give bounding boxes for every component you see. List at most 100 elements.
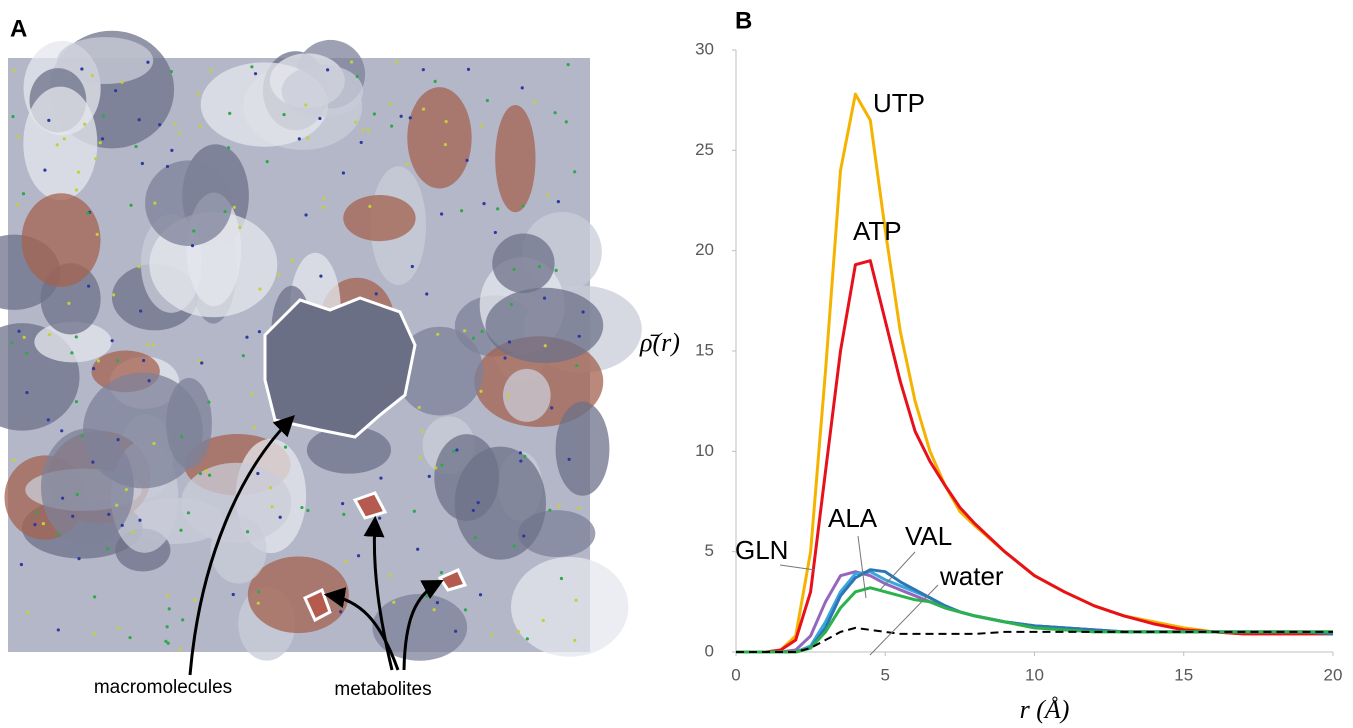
dot: [425, 594, 429, 598]
dot: [548, 508, 552, 512]
dot: [22, 335, 26, 340]
dot: [533, 100, 537, 104]
dot: [169, 69, 173, 74]
dot: [91, 460, 95, 464]
dot: [21, 192, 26, 196]
dot: [110, 339, 114, 343]
dot: [421, 107, 426, 111]
arrow: [323, 587, 400, 671]
dot: [137, 118, 141, 122]
dot: [158, 123, 162, 127]
dot: [207, 400, 211, 404]
dot: [427, 474, 431, 478]
blob: [34, 321, 112, 363]
dot: [134, 144, 138, 149]
dot: [177, 131, 181, 135]
dot: [238, 225, 242, 230]
dot: [405, 162, 409, 166]
dot: [435, 600, 440, 605]
dot: [115, 503, 119, 507]
dot: [11, 114, 15, 119]
dot: [95, 232, 99, 236]
dot: [465, 158, 469, 162]
dot: [257, 330, 261, 334]
dot: [47, 118, 51, 122]
dot: [425, 292, 429, 296]
dot: [147, 379, 151, 383]
dot: [522, 534, 526, 538]
blob: [407, 87, 472, 189]
panel-label: A: [10, 15, 27, 42]
dot: [120, 80, 124, 84]
dot: [349, 60, 354, 64]
dot: [223, 209, 227, 214]
dot: [129, 203, 133, 207]
blob: [492, 233, 555, 293]
dot: [512, 544, 516, 548]
dot: [96, 359, 101, 363]
dot: [228, 111, 232, 115]
blob: [372, 594, 468, 661]
blob: [495, 104, 536, 213]
series-label: ALA: [828, 503, 878, 533]
dot: [25, 610, 30, 615]
dot: [542, 296, 547, 300]
dot: [61, 496, 65, 500]
dot: [577, 334, 581, 338]
simulation-image: [0, 30, 642, 661]
chart: 0 5 10 15 20 25 30 0 5 10 15 20 r (Å) ρ̄(r) UTP ATP GLN A…: [639, 39, 1342, 723]
dot: [390, 124, 394, 128]
blob: [502, 368, 551, 422]
dot: [70, 351, 74, 355]
dot: [167, 607, 171, 611]
arrow: [402, 580, 444, 671]
dot: [577, 507, 581, 511]
dot: [482, 201, 486, 206]
dot: [190, 244, 195, 248]
dot: [86, 211, 90, 215]
dot: [519, 459, 523, 463]
dot: [151, 343, 155, 347]
dot: [253, 72, 258, 76]
dot: [165, 625, 169, 629]
dot: [227, 146, 231, 150]
dot: [17, 329, 21, 333]
dot: [152, 441, 156, 446]
dot: [359, 140, 363, 145]
dot: [101, 114, 105, 118]
dot: [355, 74, 359, 79]
dot: [46, 418, 50, 422]
blob: [23, 86, 98, 201]
dot: [480, 123, 484, 128]
dot: [581, 310, 585, 314]
y-tick-label: 5: [705, 541, 714, 560]
series-line: [736, 92, 1333, 654]
dot: [205, 469, 209, 473]
dot: [479, 389, 483, 393]
dot: [392, 600, 396, 604]
dot: [92, 367, 96, 371]
dot: [342, 512, 346, 516]
dot: [278, 515, 282, 519]
dot: [452, 449, 456, 453]
dot: [165, 164, 170, 169]
dot: [525, 637, 529, 641]
dot: [416, 547, 420, 551]
dot: [546, 193, 550, 197]
dot: [419, 455, 423, 460]
dot: [374, 292, 378, 296]
dot: [153, 201, 157, 205]
blob: [281, 64, 364, 118]
dot: [56, 532, 60, 536]
dot: [178, 647, 182, 651]
dot: [256, 601, 260, 605]
y-tick-label: 15: [695, 340, 714, 359]
y-axis-label: ρ̄(r): [639, 328, 680, 357]
dot: [55, 143, 59, 147]
y-tick-label: 25: [695, 140, 714, 159]
dot: [12, 458, 16, 463]
dot: [395, 60, 399, 64]
dot: [33, 522, 37, 527]
dot: [257, 590, 261, 594]
dot: [399, 114, 403, 118]
